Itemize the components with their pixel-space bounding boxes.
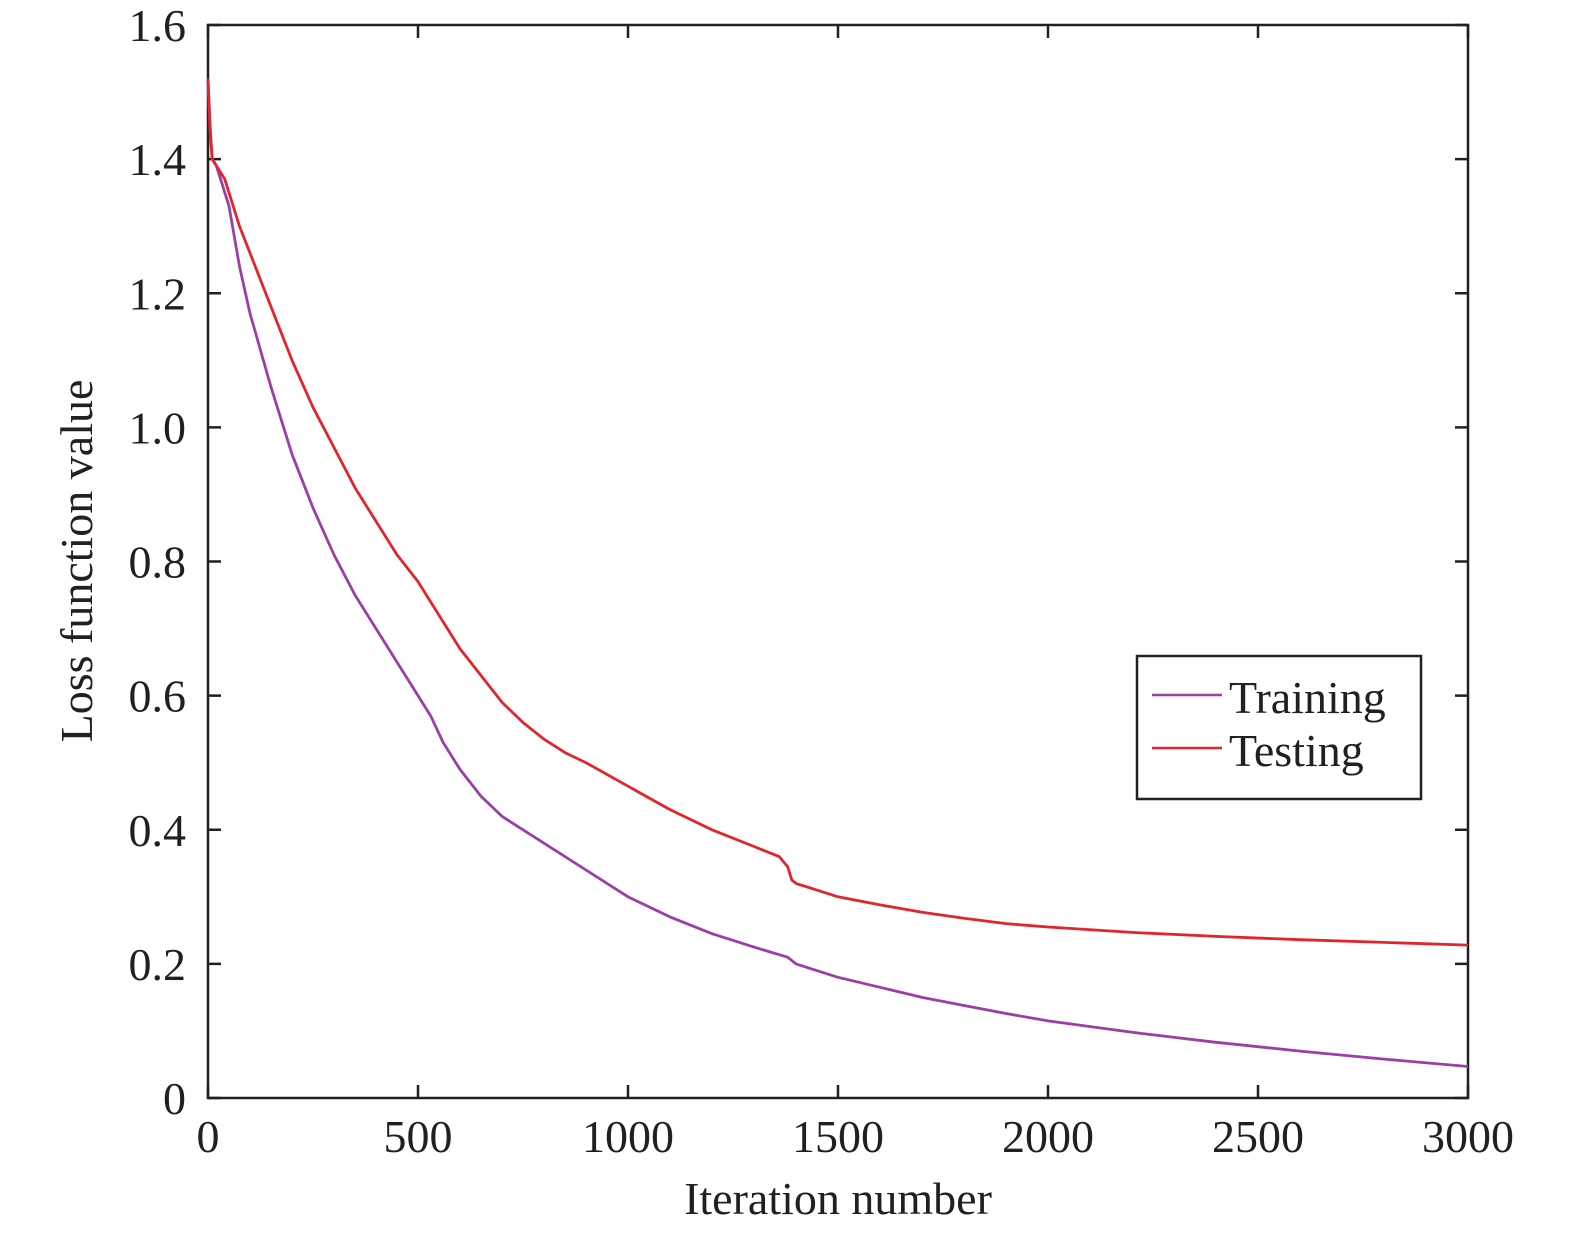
legend-box (1135, 654, 1423, 801)
legend-label-testing: Testing (1229, 725, 1364, 776)
y-tick-label: 1.2 (129, 268, 187, 319)
x-axis-label: Iteration number (684, 1173, 992, 1224)
y-tick-label: 0.6 (129, 671, 187, 722)
y-tick-label: 0.8 (129, 537, 187, 588)
x-tick-label: 3000 (1422, 1111, 1514, 1162)
axis-tick-labels: 0 500 1000 1500 2000 2500 3000 0 0.2 0.4 0.6 0.8 1.0… (129, 0, 1515, 1162)
series-line-testing (206, 78, 1469, 947)
y-tick-label: 1.0 (129, 402, 187, 453)
y-tick-label: 0 (163, 1073, 186, 1124)
legend-label-training: Training (1229, 672, 1386, 723)
plot-frame (206, 23, 1470, 1100)
series-lines (206, 78, 1469, 1068)
y-tick-label: 0.2 (129, 939, 187, 990)
x-tick-label: 500 (384, 1111, 453, 1162)
x-tick-label: 2000 (1002, 1111, 1094, 1162)
axis-ticks (206, 23, 1470, 1100)
series-line-training (206, 78, 1469, 1068)
y-axis-label: Loss function value (51, 380, 102, 743)
y-tick-label: 1.4 (129, 134, 187, 185)
x-tick-label: 0 (197, 1111, 220, 1162)
y-tick-label: 0.4 (129, 805, 187, 856)
x-tick-label: 2500 (1212, 1111, 1304, 1162)
x-tick-label: 1000 (582, 1111, 674, 1162)
y-tick-label: 1.6 (129, 0, 187, 51)
x-tick-label: 1500 (792, 1111, 884, 1162)
legend: Training Testing (1135, 654, 1423, 801)
